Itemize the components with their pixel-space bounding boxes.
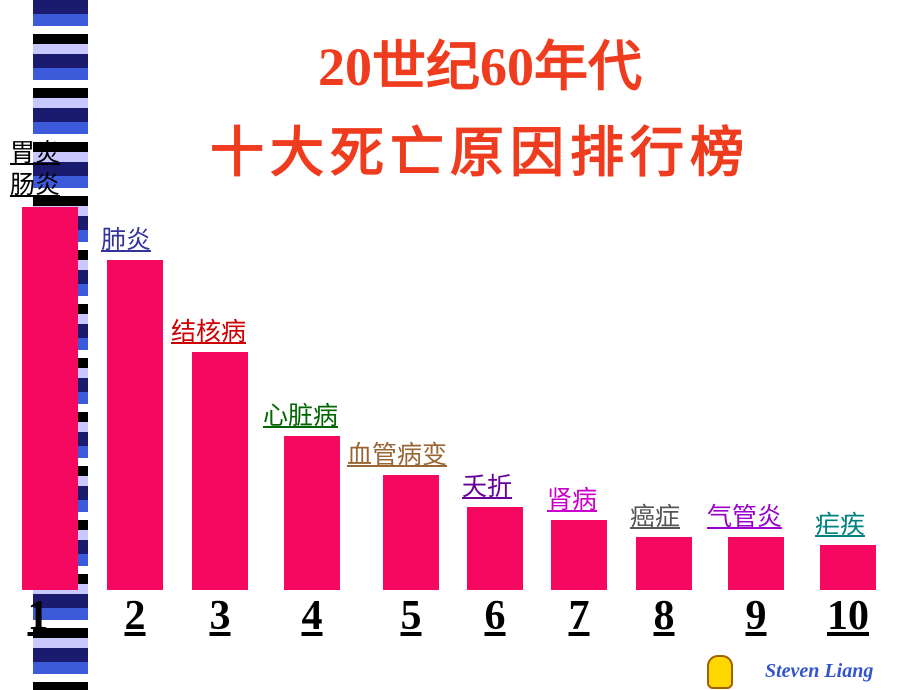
rank-label: 6	[484, 593, 506, 639]
category-label: 肺炎	[101, 225, 152, 254]
rank-label: 2	[124, 593, 146, 639]
bar	[551, 520, 607, 590]
category-label: 血管病变	[347, 440, 448, 469]
rank-label: 5	[400, 593, 422, 639]
bar	[284, 436, 340, 590]
rank-label: 7	[568, 593, 590, 639]
category-label: 疟疾	[815, 510, 866, 539]
chart-title: 20世纪60年代	[318, 37, 642, 97]
rank-label: 9	[745, 593, 767, 639]
bulb-icon	[707, 655, 733, 689]
rank-label: 3	[209, 593, 231, 639]
bar	[820, 545, 876, 590]
chart-subtitle: 十大死亡原因排行榜	[210, 123, 750, 183]
bar	[107, 260, 163, 590]
category-label: 癌症	[630, 502, 681, 531]
category-label: 结核病	[171, 317, 247, 346]
rank-label: 8	[653, 593, 675, 639]
bar	[383, 475, 439, 590]
bar	[728, 537, 784, 590]
bar	[192, 352, 248, 590]
rank-label: 4	[301, 593, 323, 639]
footer: Steven Liang	[765, 660, 874, 682]
category-label: 气管炎	[707, 502, 783, 531]
category-label: 心脏病	[263, 401, 339, 430]
rank-label: 1	[27, 593, 49, 639]
bar	[636, 537, 692, 590]
bar	[22, 207, 78, 590]
bar	[467, 507, 523, 590]
category-label: 肾病	[547, 485, 598, 514]
category-label: 夭折	[462, 472, 513, 501]
rank-label: 10	[827, 593, 869, 639]
category-label: 胃炎 肠炎	[10, 138, 61, 199]
